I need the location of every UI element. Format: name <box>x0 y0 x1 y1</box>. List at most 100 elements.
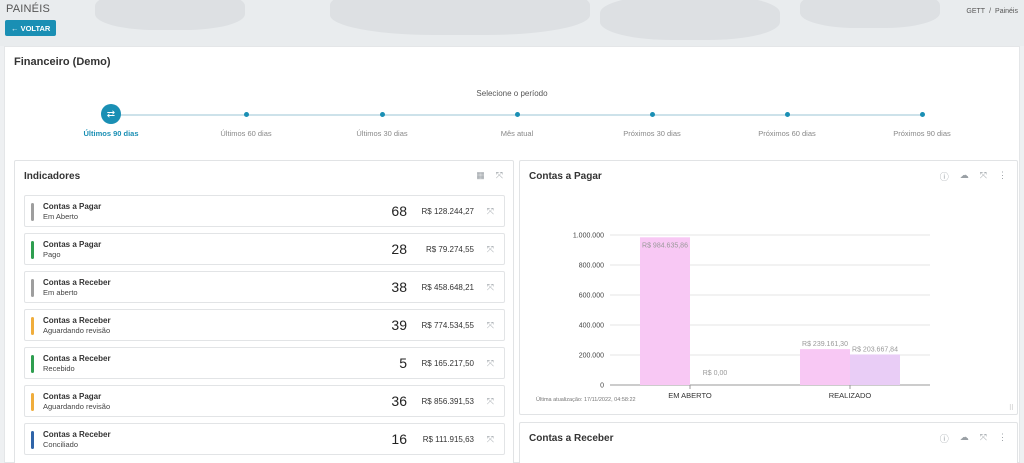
indicator-subtitle: Pago <box>43 250 61 259</box>
period-label: Últimos 60 dias <box>220 129 272 138</box>
indicator-title: Contas a Receber <box>43 430 111 439</box>
period-step-ultimos-30[interactable]: Últimos 30 dias <box>327 107 437 138</box>
indicators-toolbar: ▦ ⤧ <box>476 170 503 181</box>
expand-icon[interactable]: ⤧ <box>979 170 987 180</box>
contas-pagar-panel: Contas a Pagar ⓘ ☁ ⤧ ⋮ 0 200.000 400.000 60… <box>519 160 1018 415</box>
indicator-title: Contas a Pagar <box>43 240 102 249</box>
status-color-bar <box>31 355 34 373</box>
more-vertical-icon[interactable]: ⋮ <box>998 432 1007 442</box>
map-background-shape <box>600 0 780 40</box>
indicator-count: 28 <box>391 241 407 257</box>
period-step-ultimos-90[interactable]: ⇄ Últimos 90 dias <box>56 104 166 138</box>
period-dot <box>243 112 249 117</box>
indicator-title: Contas a Receber <box>43 278 111 287</box>
indicator-count: 39 <box>391 317 407 333</box>
indicator-value: R$ 111.915,63 <box>422 435 474 444</box>
expand-icon[interactable]: ⤧ <box>486 396 494 406</box>
period-dot <box>649 112 655 117</box>
status-color-bar <box>31 317 34 335</box>
breadcrumb: GETT / Painéis <box>966 8 1018 15</box>
indicator-card[interactable]: Contas a Pagar Aguardando revisão 36 R$ 856… <box>24 385 505 417</box>
y-tick-label: 400.000 <box>579 323 604 330</box>
period-dot <box>919 112 925 117</box>
period-label: Próximos 90 dias <box>893 129 951 138</box>
data-label: R$ 203.667,84 <box>852 346 898 353</box>
indicator-title: Contas a Receber <box>43 354 111 363</box>
cloud-download-icon[interactable]: ☁ <box>959 432 969 442</box>
more-vertical-icon[interactable]: ⋮ <box>998 170 1007 180</box>
indicator-value: R$ 128.244,27 <box>421 207 475 216</box>
indicator-card[interactable]: Contas a Receber Em aberto 38 R$ 458.648,21… <box>24 271 505 303</box>
last-updated-text: Última atualização: 17/11/2022, 04:58:22 <box>536 397 636 403</box>
indicator-title: Contas a Receber <box>43 316 111 325</box>
info-icon[interactable]: ⓘ <box>939 172 949 182</box>
indicator-subtitle: Em aberto <box>43 288 78 297</box>
period-step-proximos-60[interactable]: Próximos 60 dias <box>732 107 842 138</box>
period-step-proximos-90[interactable]: Próximos 90 dias <box>867 107 977 138</box>
x-tick-label: EM ABERTO <box>668 391 712 400</box>
y-tick-label: 1.000.000 <box>573 233 604 240</box>
y-tick-label: 600.000 <box>579 293 604 300</box>
info-icon[interactable]: ⓘ <box>939 434 949 444</box>
map-background-shape <box>95 0 245 30</box>
expand-icon[interactable]: ⤧ <box>486 282 494 292</box>
period-prompt: Selecione o período <box>476 89 548 98</box>
contas-pagar-title: Contas a Pagar <box>529 171 602 182</box>
period-step-proximos-30[interactable]: Próximos 30 dias <box>597 107 707 138</box>
top-bar: PAINÉIS ← VOLTAR GETT / Painéis <box>0 0 1024 46</box>
breadcrumb-item-paineis: Painéis <box>995 8 1018 15</box>
indicator-card[interactable]: Contas a Receber Recebido 5 R$ 165.217,50 ⤧ <box>24 347 505 379</box>
period-dot <box>379 112 385 117</box>
bar <box>800 349 850 385</box>
dashboard-title: Financeiro (Demo) <box>14 56 111 68</box>
cloud-download-icon[interactable]: ☁ <box>959 170 969 180</box>
indicator-count: 16 <box>391 431 407 447</box>
y-tick-label: 800.000 <box>579 263 604 270</box>
status-color-bar <box>31 393 34 411</box>
indicator-value: R$ 79.274,55 <box>425 245 474 254</box>
period-label: Próximos 60 dias <box>758 129 816 138</box>
expand-icon[interactable]: ⤧ <box>486 434 494 444</box>
dashboard-container: Financeiro (Demo) Selecione o período ⇄ … <box>4 46 1020 463</box>
back-button[interactable]: ← VOLTAR <box>5 20 57 36</box>
indicator-value: R$ 458.648,21 <box>421 283 475 292</box>
indicator-value: R$ 774.534,55 <box>421 321 475 330</box>
period-label: Próximos 30 dias <box>623 129 681 138</box>
expand-icon[interactable]: ⤧ <box>486 358 494 368</box>
indicator-value: R$ 165.217,50 <box>421 359 475 368</box>
indicator-card[interactable]: Contas a Pagar Em Aberto 68 R$ 128.244,27 ⤧ <box>24 195 505 227</box>
indicator-subtitle: Conciliado <box>43 440 79 449</box>
indicator-title: Contas a Pagar <box>43 392 102 401</box>
table-icon[interactable]: ▦ <box>476 170 485 180</box>
bar <box>640 237 690 385</box>
indicator-count: 36 <box>391 393 407 409</box>
period-step-ultimos-60[interactable]: Últimos 60 dias <box>191 107 301 138</box>
expand-icon[interactable]: ⤧ <box>486 206 494 216</box>
map-background-shape <box>330 0 590 35</box>
expand-icon[interactable]: ⤧ <box>979 432 987 442</box>
period-step-mes-atual[interactable]: Mês atual <box>462 107 572 138</box>
indicator-card[interactable]: Contas a Receber Aguardando revisão 39 R$ 7… <box>24 309 505 341</box>
contas-receber-panel: Contas a Receber ⓘ ☁ ⤧ ⋮ <box>519 422 1018 463</box>
period-label: Mês atual <box>500 129 534 138</box>
expand-icon[interactable]: ⤧ <box>486 244 494 254</box>
period-dot <box>514 112 520 117</box>
indicator-card[interactable]: Contas a Receber Conciliado 16 R$ 111.915,6… <box>24 423 505 455</box>
indicator-count: 5 <box>399 355 407 371</box>
indicators-title: Indicadores <box>24 171 81 182</box>
resize-grip-icon[interactable]: ⠿ <box>1008 405 1014 412</box>
y-tick-label: 200.000 <box>579 353 604 360</box>
chart-toolbar: ⓘ ☁ ⤧ ⋮ <box>940 432 1007 445</box>
expand-icon[interactable]: ⤧ <box>486 320 494 330</box>
indicator-card[interactable]: Contas a Pagar Pago 28 R$ 79.274,55 ⤧ <box>24 233 505 265</box>
period-label: Últimos 90 dias <box>83 129 139 138</box>
indicator-subtitle: Aguardando revisão <box>43 402 111 411</box>
status-color-bar <box>31 279 34 297</box>
indicator-title: Contas a Pagar <box>43 202 102 211</box>
expand-icon[interactable]: ⤧ <box>495 170 503 180</box>
x-tick-label: REALIZADO <box>829 391 872 400</box>
indicator-subtitle: Em Aberto <box>43 212 79 221</box>
data-label: R$ 984.635,86 <box>642 242 688 249</box>
status-color-bar <box>31 203 34 221</box>
breadcrumb-item-gett[interactable]: GETT <box>966 8 986 15</box>
